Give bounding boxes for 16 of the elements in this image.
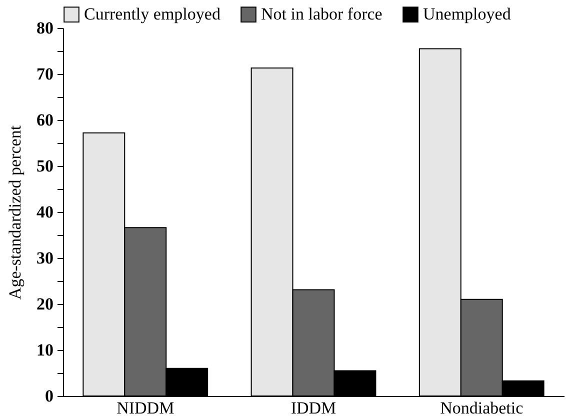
y-tick-label: 70 <box>36 64 54 84</box>
y-tick-label: 20 <box>36 294 54 314</box>
y-tick-label: 10 <box>36 340 54 360</box>
legend-label: Unemployed <box>423 4 512 24</box>
x-tick-label: Nondiabetic <box>440 398 524 418</box>
y-tick-label: 30 <box>36 248 54 268</box>
legend-label: Not in labor force <box>261 4 382 24</box>
y-tick-label: 40 <box>36 202 54 222</box>
legend-label: Currently employed <box>84 4 221 24</box>
x-tick-label: IDDM <box>290 398 336 418</box>
y-tick-label: 60 <box>36 110 54 130</box>
y-tick-label: 80 <box>36 18 54 38</box>
x-tick-label: NIDDM <box>116 398 174 418</box>
y-tick-label: 0 <box>45 386 54 406</box>
y-axis-title: Age-standardized percent <box>6 125 24 300</box>
y-tick-label: 50 <box>36 156 54 176</box>
